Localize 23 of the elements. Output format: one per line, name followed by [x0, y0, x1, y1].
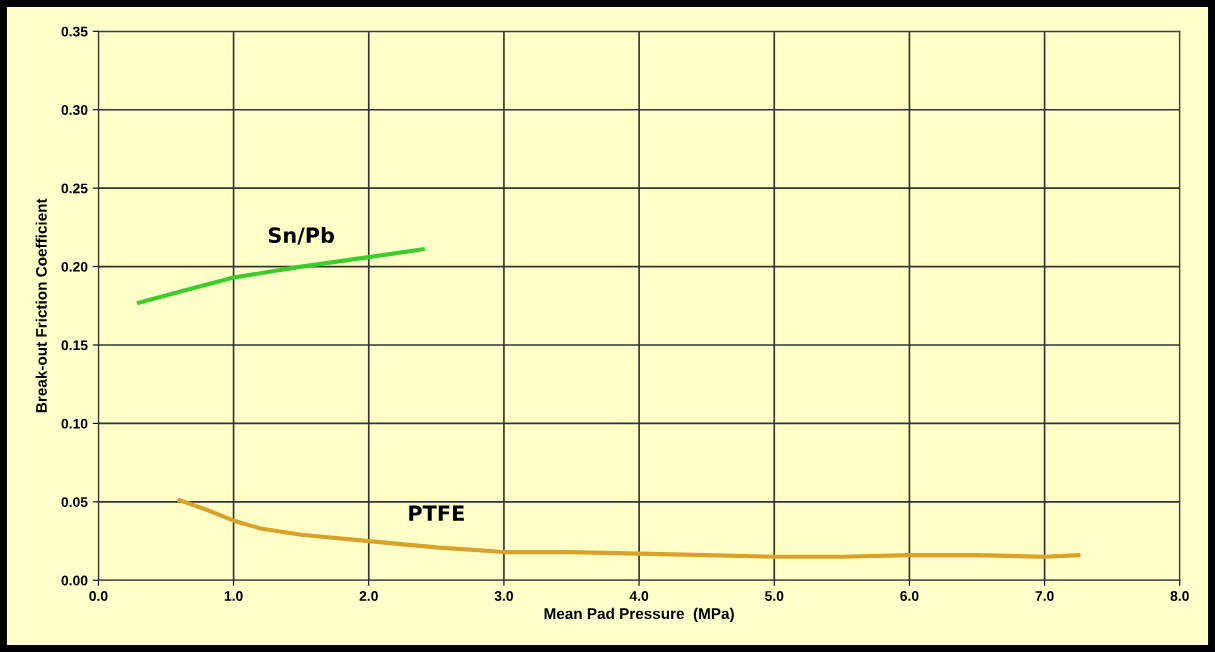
y-tick-label: 0.35 [61, 26, 88, 37]
y-tick-label: 0.00 [61, 575, 88, 586]
y-tick-label: 0.05 [61, 497, 88, 508]
x-tick-label: 2.0 [359, 591, 378, 601]
x-tick-label: 7.0 [1035, 591, 1054, 601]
y-tick-label: 0.30 [61, 105, 88, 115]
series-label: PTFE [409, 505, 464, 521]
x-tick-label: 6.0 [900, 591, 919, 601]
x-tick-label: 5.0 [765, 591, 784, 601]
y-axis-title: Break-out Friction Coefficient [35, 198, 47, 413]
x-tick-label: 0.0 [89, 591, 108, 601]
x-tick-label: 1.0 [224, 591, 243, 601]
x-tick-label: 8.0 [1170, 591, 1189, 601]
x-tick-label: 3.0 [494, 591, 514, 601]
x-tick-label: 4.0 [629, 591, 649, 601]
line-series [177, 498, 1081, 559]
y-tick-label: 0.25 [61, 183, 88, 194]
y-tick-label: 0.15 [61, 340, 88, 351]
y-tick-label: 0.20 [61, 261, 88, 272]
x-axis-title: Mean Pad Pressure (MPa) [544, 607, 734, 623]
series-label: Sn/Pb [268, 226, 335, 245]
line-series [136, 247, 425, 305]
y-tick-label: 0.10 [61, 418, 88, 429]
